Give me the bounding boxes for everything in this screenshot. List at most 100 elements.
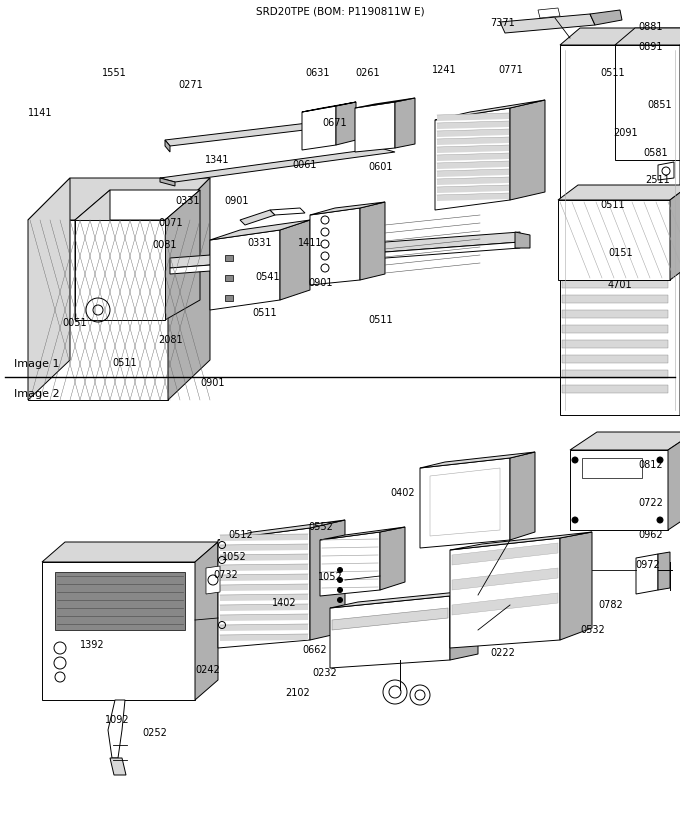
Text: 0081: 0081 xyxy=(152,240,177,250)
Text: 1341: 1341 xyxy=(205,155,230,165)
Polygon shape xyxy=(562,295,668,303)
Polygon shape xyxy=(582,458,642,478)
Polygon shape xyxy=(220,634,308,641)
Text: 0782: 0782 xyxy=(598,600,623,610)
Polygon shape xyxy=(562,355,668,363)
Polygon shape xyxy=(42,562,195,700)
Polygon shape xyxy=(450,538,560,648)
Polygon shape xyxy=(302,106,336,150)
Text: 1411: 1411 xyxy=(298,238,322,248)
Polygon shape xyxy=(437,145,509,153)
Text: 0511: 0511 xyxy=(600,200,625,210)
Polygon shape xyxy=(220,614,308,621)
Polygon shape xyxy=(658,162,674,180)
Polygon shape xyxy=(28,178,210,220)
Polygon shape xyxy=(450,532,592,550)
Text: 2511: 2511 xyxy=(645,175,670,185)
Polygon shape xyxy=(320,532,380,596)
Polygon shape xyxy=(515,232,530,248)
Polygon shape xyxy=(437,161,509,169)
Text: 0261: 0261 xyxy=(355,68,379,78)
Text: 0881: 0881 xyxy=(638,22,662,32)
Text: 1392: 1392 xyxy=(80,640,105,650)
Polygon shape xyxy=(510,452,535,540)
Text: 1092: 1092 xyxy=(105,715,130,725)
Text: 0901: 0901 xyxy=(308,278,333,288)
Polygon shape xyxy=(165,118,355,146)
Text: 0671: 0671 xyxy=(322,118,347,128)
Circle shape xyxy=(657,457,663,463)
Circle shape xyxy=(572,517,578,523)
Polygon shape xyxy=(75,220,165,320)
Polygon shape xyxy=(590,10,622,25)
Text: 2102: 2102 xyxy=(285,688,310,698)
Polygon shape xyxy=(558,185,680,200)
Polygon shape xyxy=(195,542,218,700)
Text: 0732: 0732 xyxy=(213,570,238,580)
Text: 0601: 0601 xyxy=(368,162,392,172)
Polygon shape xyxy=(55,572,185,630)
Text: 0061: 0061 xyxy=(292,160,316,170)
Text: 0512: 0512 xyxy=(228,530,253,540)
Polygon shape xyxy=(310,202,385,215)
Circle shape xyxy=(572,457,578,463)
Circle shape xyxy=(337,568,343,573)
Polygon shape xyxy=(658,552,670,590)
Polygon shape xyxy=(437,153,509,161)
Polygon shape xyxy=(385,102,408,118)
Polygon shape xyxy=(420,452,535,468)
Polygon shape xyxy=(206,566,220,594)
Polygon shape xyxy=(380,527,405,590)
Polygon shape xyxy=(437,169,509,177)
Text: 0232: 0232 xyxy=(312,668,337,678)
Polygon shape xyxy=(562,280,668,288)
Text: 0631: 0631 xyxy=(305,68,330,78)
Polygon shape xyxy=(168,178,210,400)
Text: 1241: 1241 xyxy=(432,65,457,75)
Text: 1052: 1052 xyxy=(222,552,247,562)
Text: 0901: 0901 xyxy=(200,378,224,388)
Polygon shape xyxy=(310,208,360,285)
Text: 0662: 0662 xyxy=(302,645,326,655)
Polygon shape xyxy=(75,190,200,220)
Polygon shape xyxy=(668,432,680,530)
Circle shape xyxy=(337,578,343,583)
Polygon shape xyxy=(108,700,125,758)
Polygon shape xyxy=(302,102,356,112)
Text: SRD20TPE (BOM: P1190811W E): SRD20TPE (BOM: P1190811W E) xyxy=(256,6,424,16)
Polygon shape xyxy=(165,140,170,152)
Text: 0242: 0242 xyxy=(195,665,220,675)
Polygon shape xyxy=(452,593,558,615)
Polygon shape xyxy=(218,528,310,648)
Text: 0331: 0331 xyxy=(247,238,271,248)
Polygon shape xyxy=(437,121,509,129)
Polygon shape xyxy=(220,564,308,571)
Polygon shape xyxy=(350,112,390,124)
Polygon shape xyxy=(320,527,405,540)
Polygon shape xyxy=(165,190,200,320)
Text: 0511: 0511 xyxy=(252,308,277,318)
Polygon shape xyxy=(452,543,558,565)
Polygon shape xyxy=(270,208,305,215)
Circle shape xyxy=(337,597,343,602)
Text: Image 2: Image 2 xyxy=(14,389,60,399)
Polygon shape xyxy=(220,584,308,591)
Polygon shape xyxy=(280,220,310,300)
Text: 0051: 0051 xyxy=(62,318,86,328)
Polygon shape xyxy=(220,624,308,631)
Polygon shape xyxy=(310,520,345,640)
Text: 0851: 0851 xyxy=(647,100,672,110)
Text: 0271: 0271 xyxy=(178,80,203,90)
Polygon shape xyxy=(437,177,509,185)
Polygon shape xyxy=(355,102,395,152)
Polygon shape xyxy=(210,230,280,310)
Text: 0771: 0771 xyxy=(498,65,523,75)
Text: 0581: 0581 xyxy=(643,148,668,158)
Polygon shape xyxy=(560,45,680,415)
Polygon shape xyxy=(110,758,126,775)
Polygon shape xyxy=(538,8,560,18)
Text: 0972: 0972 xyxy=(635,560,660,570)
Polygon shape xyxy=(395,98,415,148)
Polygon shape xyxy=(437,193,509,201)
Polygon shape xyxy=(170,232,520,268)
